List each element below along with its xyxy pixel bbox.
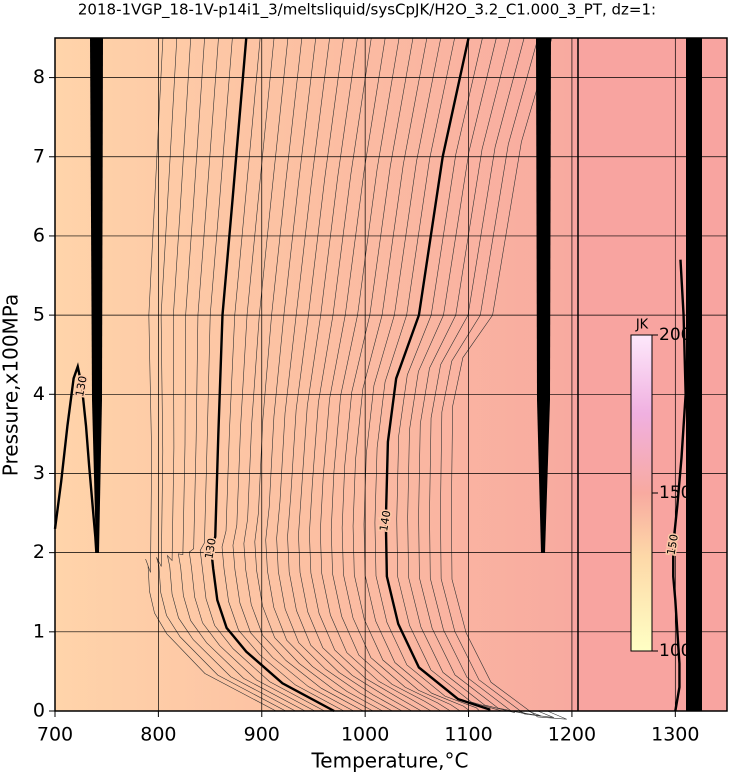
thin-contour <box>188 37 315 712</box>
thin-contour <box>352 37 461 712</box>
thin-contour <box>440 37 554 718</box>
y-tick-label: 2 <box>33 541 45 563</box>
contour-line <box>672 259 687 712</box>
y-tick-label: 4 <box>33 383 45 405</box>
plot-area <box>55 38 727 711</box>
y-tick-label: 7 <box>33 145 45 167</box>
thin-contour <box>254 37 374 712</box>
thin-contour <box>166 37 296 712</box>
colorbar-ramp <box>630 334 653 652</box>
contour-line <box>209 37 335 713</box>
thin-contour <box>363 37 471 712</box>
thin-contour <box>418 37 529 715</box>
colorbar-tick-label: 200 <box>659 325 691 345</box>
x-tick-label: 1100 <box>444 724 492 746</box>
thin-contour <box>309 37 422 712</box>
y-tick-label: 0 <box>33 700 45 722</box>
y-tick-label: 8 <box>33 66 45 88</box>
y-tick-label: 3 <box>33 462 45 484</box>
thin-contour <box>156 37 286 712</box>
thin-contour <box>374 37 480 712</box>
frame <box>54 37 728 712</box>
y-axis-label: Pressure,x100MPa <box>0 294 23 476</box>
x-tick-label: 900 <box>244 724 280 746</box>
colorbar-label: JK <box>635 318 649 333</box>
x-tick-label: 1300 <box>651 724 699 746</box>
contour-label: 130 <box>202 537 218 560</box>
thin-contour <box>298 37 412 712</box>
y-tick-label: 5 <box>33 304 45 326</box>
thin-contour <box>145 37 277 712</box>
x-tick-label: 1000 <box>341 724 389 746</box>
contour-label: 140 <box>377 509 393 532</box>
dense-band <box>536 38 551 553</box>
thin-contour <box>221 37 344 712</box>
thin-contour <box>199 37 325 712</box>
thin-contour <box>330 37 441 712</box>
thin-contour <box>177 37 306 712</box>
x-axis-label: Temperature,°C <box>310 749 468 773</box>
colorbar-tick-label: 100 <box>659 641 691 661</box>
thin-contour <box>287 37 403 712</box>
chart-title: 2018-1VGP_18-1V-p14i1_3/meltsliquid/sysC… <box>78 1 656 20</box>
colorbar-tick-label: 150 <box>659 483 691 503</box>
thin-contour <box>276 37 393 712</box>
dense-band <box>90 38 103 553</box>
y-tick-label: 6 <box>33 224 45 246</box>
thin-contours <box>145 37 567 720</box>
contour-line <box>384 37 491 711</box>
colorbar: JK 100 150 200 <box>630 318 691 661</box>
thin-contour <box>451 37 567 720</box>
thin-contour <box>341 37 451 712</box>
contour-label: 130 <box>73 375 89 398</box>
thin-contour <box>396 37 503 712</box>
thin-contour <box>265 37 383 712</box>
x-tick-label: 800 <box>140 724 176 746</box>
thin-contour <box>232 37 354 712</box>
dense-band <box>686 38 702 711</box>
thick-contours <box>53 37 687 713</box>
x-tick-label: 700 <box>37 724 73 746</box>
contour-line <box>53 362 98 553</box>
thin-contour <box>429 37 542 717</box>
thin-contour <box>407 37 516 713</box>
background <box>55 38 572 711</box>
y-tick-label: 1 <box>33 620 45 642</box>
contour-label: 150 <box>665 533 681 556</box>
x-tick-label: 1200 <box>548 724 596 746</box>
